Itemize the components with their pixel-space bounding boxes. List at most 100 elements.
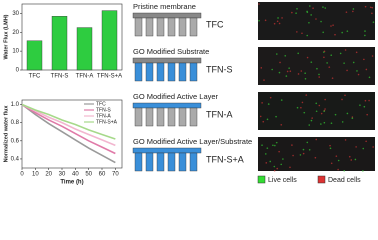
x-tick-label: 50 — [85, 172, 92, 178]
cell-dot — [348, 155, 351, 158]
cell-dot — [315, 102, 318, 105]
cell-dot — [264, 153, 267, 155]
cell-dot — [366, 113, 368, 116]
y-tick-label: 0.6 — [11, 138, 20, 144]
cell-dot — [372, 21, 375, 24]
x-tick-label: 20 — [45, 172, 52, 178]
cell-dot — [271, 68, 273, 71]
cell-dot — [344, 49, 347, 51]
bar — [101, 10, 118, 71]
cell-dot — [273, 22, 276, 25]
y-tick-label: 0.8 — [11, 120, 20, 126]
cell-dot — [363, 58, 365, 61]
substrate-pore — [145, 107, 154, 127]
active-layer — [132, 147, 202, 154]
cell-dot — [364, 99, 367, 102]
cell-dot — [364, 5, 367, 8]
legend-label: TFN-A — [96, 113, 111, 119]
substrate-pore — [178, 17, 187, 37]
cell-dot — [320, 20, 322, 23]
cell-dot — [372, 146, 374, 148]
cell-dot — [352, 61, 355, 64]
cell-dot — [343, 170, 346, 172]
cell-dot — [310, 61, 313, 63]
cell-dot — [341, 98, 343, 101]
cell-dot — [344, 139, 347, 141]
cell-dot — [308, 148, 311, 151]
cell-dot — [350, 159, 353, 161]
x-axis-label: Time (h) — [60, 180, 83, 186]
panel-label: TFN-S — [206, 64, 233, 74]
legend-swatch — [257, 175, 266, 184]
substrate-pore — [145, 152, 154, 172]
cell-dot — [352, 8, 355, 10]
cell-dot — [304, 77, 307, 80]
cell-dot — [274, 144, 276, 147]
substrate-pore — [134, 62, 143, 82]
cell-dot — [314, 156, 317, 159]
cell-dot — [306, 56, 309, 59]
cell-dot — [354, 158, 357, 161]
x-tick-label: TFC — [29, 74, 41, 80]
cell-dot — [296, 31, 298, 33]
cell-dot — [266, 147, 269, 149]
cell-dot — [258, 3, 260, 5]
cell-dot — [311, 117, 313, 119]
micrograph — [258, 47, 375, 85]
micrograph — [258, 137, 375, 171]
cell-dot — [261, 144, 263, 146]
cell-dot — [359, 104, 361, 106]
x-tick-label: 0 — [20, 172, 24, 178]
cell-dot — [332, 24, 334, 26]
cell-dot — [323, 110, 325, 112]
substrate-pore — [178, 152, 187, 172]
cell-dot — [352, 10, 354, 13]
substrate-pore — [134, 152, 143, 172]
panel-heading: GO Modified Active Layer — [133, 92, 219, 101]
cell-dot — [315, 18, 317, 20]
cell-dot — [281, 17, 283, 19]
cell-dot — [371, 55, 374, 57]
x-tick-label: 10 — [32, 172, 39, 178]
series-line — [21, 103, 116, 164]
y-tick-label: 0.4 — [11, 157, 20, 163]
cell-dot — [355, 51, 358, 54]
cell-dot — [309, 5, 311, 7]
cell-dot — [362, 170, 364, 172]
cell-dot — [297, 52, 299, 55]
substrate-pore — [156, 17, 165, 37]
cell-dot — [337, 159, 340, 162]
cell-dot — [264, 19, 267, 22]
x-tick-label: 70 — [112, 172, 119, 178]
cell-dot — [288, 67, 290, 69]
cell-dot — [312, 7, 314, 9]
cell-dot — [306, 10, 308, 13]
cell-dot — [306, 141, 309, 144]
cell-dot — [299, 154, 302, 156]
active-layer — [132, 102, 202, 109]
substrate-pore — [167, 107, 176, 127]
cell-dot — [326, 62, 328, 64]
cell-dot — [310, 119, 313, 122]
panel-label: TFN-S+A — [206, 154, 244, 164]
cell-dot — [324, 7, 327, 9]
cell-dot — [328, 66, 331, 68]
cell-dot — [267, 103, 270, 105]
cell-dot — [310, 14, 312, 16]
cell-dot — [280, 123, 283, 126]
cell-dot — [346, 30, 349, 32]
series-line — [21, 103, 116, 155]
cell-dot — [260, 67, 263, 69]
y-tick-label: 10 — [12, 49, 19, 55]
cell-dot — [297, 73, 300, 75]
cell-dot — [263, 79, 265, 81]
cell-dot — [282, 158, 284, 160]
substrate-pore — [167, 17, 176, 37]
series-line — [21, 103, 116, 140]
cell-dot — [318, 104, 321, 107]
cell-dot — [330, 25, 332, 27]
substrate-pore — [145, 17, 154, 37]
cell-dot — [318, 76, 320, 78]
cell-dot — [329, 144, 331, 147]
active-layer — [132, 57, 202, 64]
